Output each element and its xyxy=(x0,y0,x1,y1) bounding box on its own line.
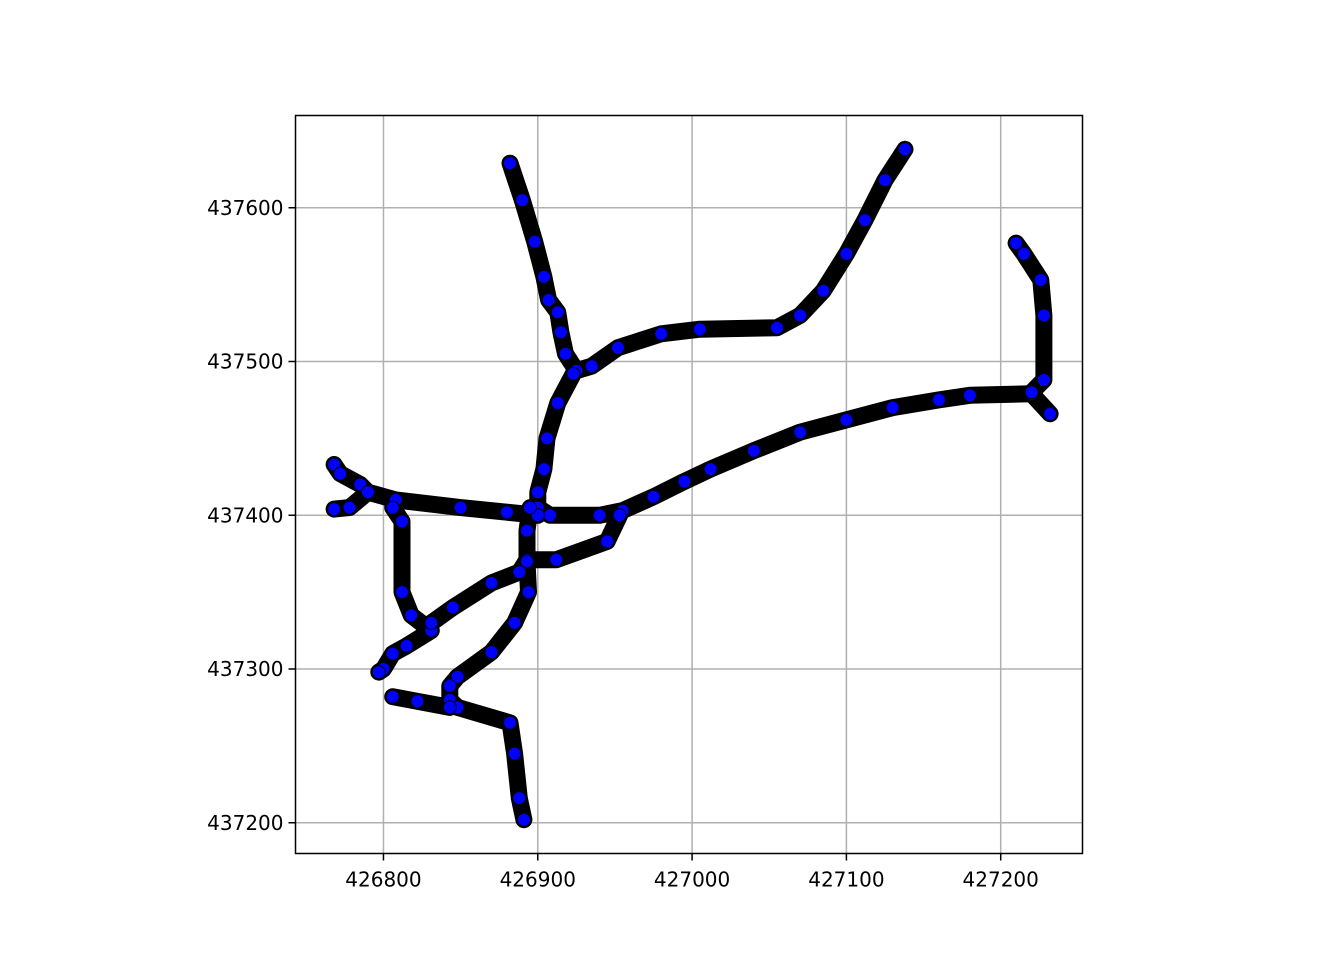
data-point-3-4 xyxy=(453,500,468,515)
data-point-3-5 xyxy=(499,505,514,520)
data-point-7-4 xyxy=(507,615,522,630)
data-point-6-7 xyxy=(612,508,627,523)
data-point-5-8 xyxy=(371,665,386,680)
data-point-0-0 xyxy=(503,156,517,171)
data-point-1-11 xyxy=(703,462,718,477)
data-point-2-3 xyxy=(1033,273,1048,287)
x-tick-label: 427200 xyxy=(963,868,1039,892)
data-point-5-6 xyxy=(385,646,400,661)
axis-ticks: 426800 426900 427000 427100 427200 437200 4373… xyxy=(207,196,1039,892)
data-point-1-10 xyxy=(677,474,692,489)
data-point-7-1 xyxy=(520,523,534,538)
data-point-8-1 xyxy=(410,694,425,709)
y-tick-label: 437400 xyxy=(207,503,283,527)
data-point-7-0 xyxy=(523,500,538,515)
data-points xyxy=(327,142,1058,827)
data-point-0-9 xyxy=(584,359,599,374)
data-point-0-13 xyxy=(770,320,784,335)
data-point-6-5 xyxy=(549,552,564,567)
data-point-5-3 xyxy=(404,608,419,623)
plot-frame xyxy=(294,114,1084,855)
data-point-1-19 xyxy=(1043,406,1058,421)
x-tick-label: 426800 xyxy=(345,868,421,892)
data-point-1-1 xyxy=(550,396,565,410)
data-point-1-7 xyxy=(592,508,607,523)
data-point-1-17 xyxy=(962,388,977,403)
data-point-0-14 xyxy=(793,308,808,323)
data-point-1-9 xyxy=(646,489,661,504)
data-point-0-4 xyxy=(541,293,556,307)
data-point-0-17 xyxy=(857,213,872,228)
data-point-1-3 xyxy=(536,462,551,477)
x-tick-label: 427000 xyxy=(654,868,730,892)
data-point-1-13 xyxy=(793,425,808,440)
data-point-0-6 xyxy=(553,325,568,340)
y-tick-label: 437600 xyxy=(207,196,283,220)
data-point-5-0 xyxy=(385,500,400,515)
data-point-0-5 xyxy=(550,305,565,320)
data-point-7-3 xyxy=(521,585,536,600)
data-point-1-6 xyxy=(543,508,558,523)
data-point-0-11 xyxy=(654,326,669,341)
data-point-7-13 xyxy=(516,812,531,827)
data-point-4-3 xyxy=(361,485,375,500)
y-tick-label: 437300 xyxy=(207,657,283,681)
data-point-1-14 xyxy=(839,412,854,427)
y-tick-label: 437500 xyxy=(207,350,283,374)
x-tick-label: 427100 xyxy=(808,868,884,892)
data-point-1-0 xyxy=(566,366,581,381)
data-point-6-6 xyxy=(600,534,615,549)
data-point-1-2 xyxy=(540,431,554,446)
data-point-2-5 xyxy=(1009,236,1024,251)
data-point-0-10 xyxy=(611,340,625,355)
data-point-5-2 xyxy=(395,585,409,600)
data-point-3-0 xyxy=(327,502,342,517)
data-point-0-19 xyxy=(898,142,912,157)
data-point-7-10 xyxy=(503,715,517,730)
data-point-0-18 xyxy=(878,173,892,188)
data-point-7-12 xyxy=(512,791,527,806)
data-point-7-6 xyxy=(450,669,465,684)
data-point-2-2 xyxy=(1036,308,1051,323)
data-point-0-16 xyxy=(839,246,854,261)
data-point-3-1 xyxy=(342,500,357,515)
data-point-8-0 xyxy=(385,689,400,704)
data-point-6-1 xyxy=(445,600,460,615)
data-point-6-2 xyxy=(484,575,499,590)
data-point-7-5 xyxy=(484,645,499,660)
data-point-1-12 xyxy=(746,443,761,458)
data-point-7-7 xyxy=(442,678,457,693)
data-point-0-15 xyxy=(816,283,831,298)
data-point-1-15 xyxy=(885,400,900,415)
data-point-0-1 xyxy=(515,193,530,208)
data-point-2-4 xyxy=(1016,246,1031,261)
data-point-2-1 xyxy=(1036,372,1051,387)
data-point-7-11 xyxy=(507,746,522,761)
data-point-4-1 xyxy=(333,466,348,481)
data-point-5-1 xyxy=(395,514,409,529)
data-point-1-16 xyxy=(932,392,946,407)
data-point-0-2 xyxy=(527,234,542,249)
data-point-6-0 xyxy=(424,615,439,630)
data-point-0-3 xyxy=(536,269,551,284)
y-tick-label: 437200 xyxy=(207,811,283,835)
data-point-0-7 xyxy=(558,346,573,361)
data-point-5-5 xyxy=(399,638,414,653)
data-point-8-2 xyxy=(442,700,457,715)
data-point-6-3 xyxy=(512,565,527,580)
x-tick-label: 426900 xyxy=(500,868,576,892)
data-point-7-2 xyxy=(520,554,534,569)
data-point-0-12 xyxy=(692,322,707,337)
data-point-2-0 xyxy=(1024,385,1039,400)
data-point-1-4 xyxy=(530,485,545,500)
